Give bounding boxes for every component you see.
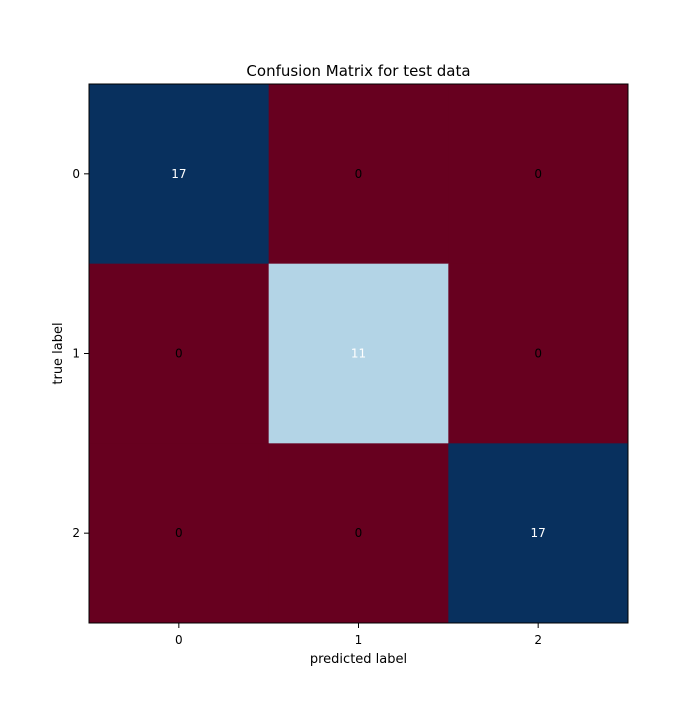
y-tick-label-2: 2: [72, 526, 80, 540]
chart-title: Confusion Matrix for test data: [246, 62, 470, 80]
x-axis-ticks: 0 1 2: [175, 623, 542, 647]
y-tick-label-0: 0: [72, 167, 80, 181]
heatmap-cell-1-1: [268, 263, 449, 444]
heatmap-cell-0-1: [268, 84, 449, 265]
x-tick-label-0: 0: [175, 633, 183, 647]
heatmap-cell-1-0: [89, 263, 270, 444]
heatmap-cell-labels: 17 0 0 0 11 0 0 0 17: [171, 167, 546, 540]
cell-value-label-2-1: 0: [355, 526, 363, 540]
cell-value-label-2-2: 17: [531, 526, 546, 540]
heatmap-cell-1-2: [448, 263, 629, 444]
heatmap-cells: [89, 84, 629, 624]
heatmap-cell-2-1: [268, 443, 449, 624]
y-axis-ticks: 0 1 2: [72, 167, 89, 540]
x-axis-label: predicted label: [310, 652, 407, 667]
x-tick-label-2: 2: [534, 633, 542, 647]
heatmap-cell-2-2: [448, 443, 629, 624]
y-tick-label-1: 1: [72, 347, 80, 361]
cell-value-label-1-2: 0: [534, 347, 542, 361]
cell-value-label-0-2: 0: [534, 167, 542, 181]
cell-value-label-0-0: 17: [171, 167, 186, 181]
heatmap-cell-2-0: [89, 443, 270, 624]
heatmap-cell-0-0: [89, 84, 270, 265]
cell-value-label-1-1: 11: [351, 347, 366, 361]
cell-value-label-2-0: 0: [175, 526, 183, 540]
cell-value-label-0-1: 0: [355, 167, 363, 181]
y-axis-label: true label: [51, 322, 66, 384]
x-tick-label-1: 1: [355, 633, 363, 647]
cell-value-label-1-0: 0: [175, 347, 183, 361]
heatmap-cell-0-2: [448, 84, 629, 265]
